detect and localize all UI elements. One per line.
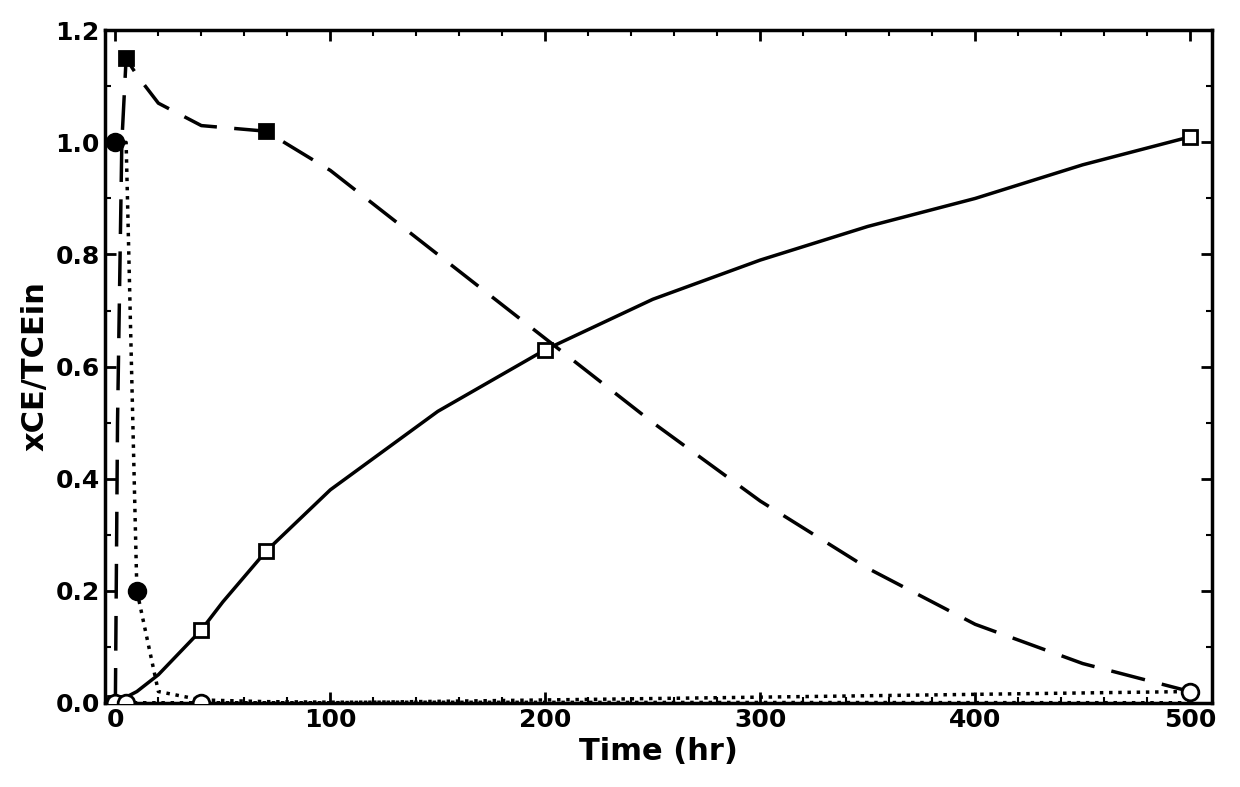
X-axis label: Time (hr): Time (hr) (579, 737, 738, 767)
Y-axis label: xCE/TCEin: xCE/TCEin (21, 282, 50, 452)
